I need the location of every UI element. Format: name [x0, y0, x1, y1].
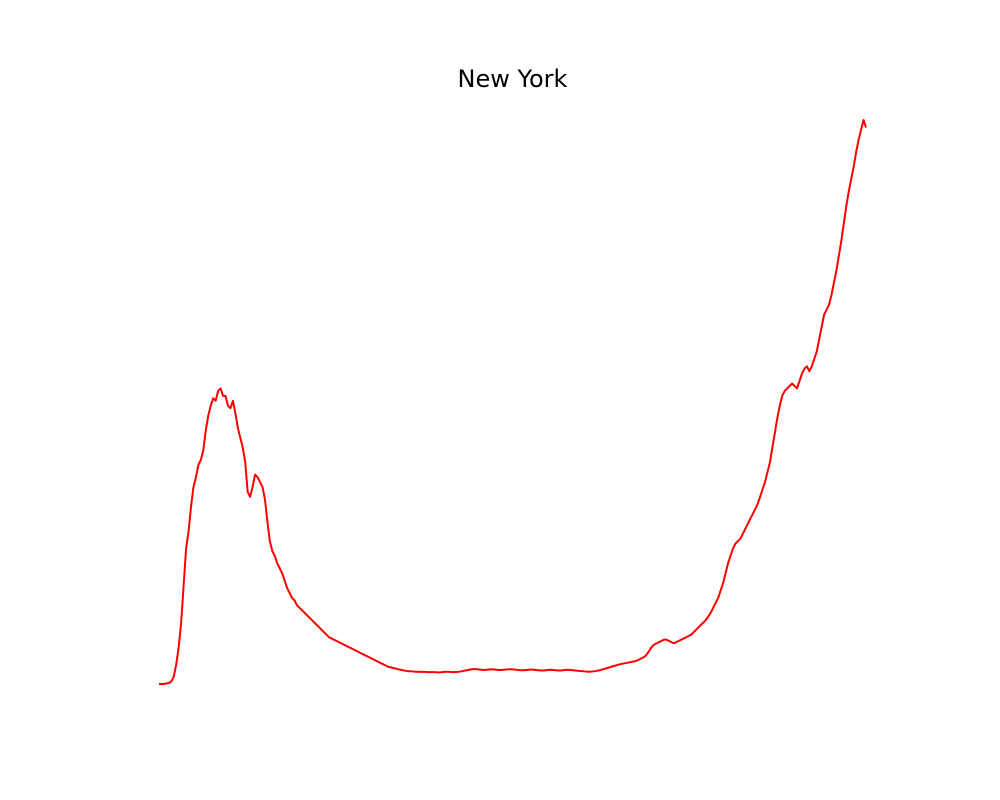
chart-title: New York [457, 65, 568, 93]
series-line-0 [159, 119, 867, 685]
